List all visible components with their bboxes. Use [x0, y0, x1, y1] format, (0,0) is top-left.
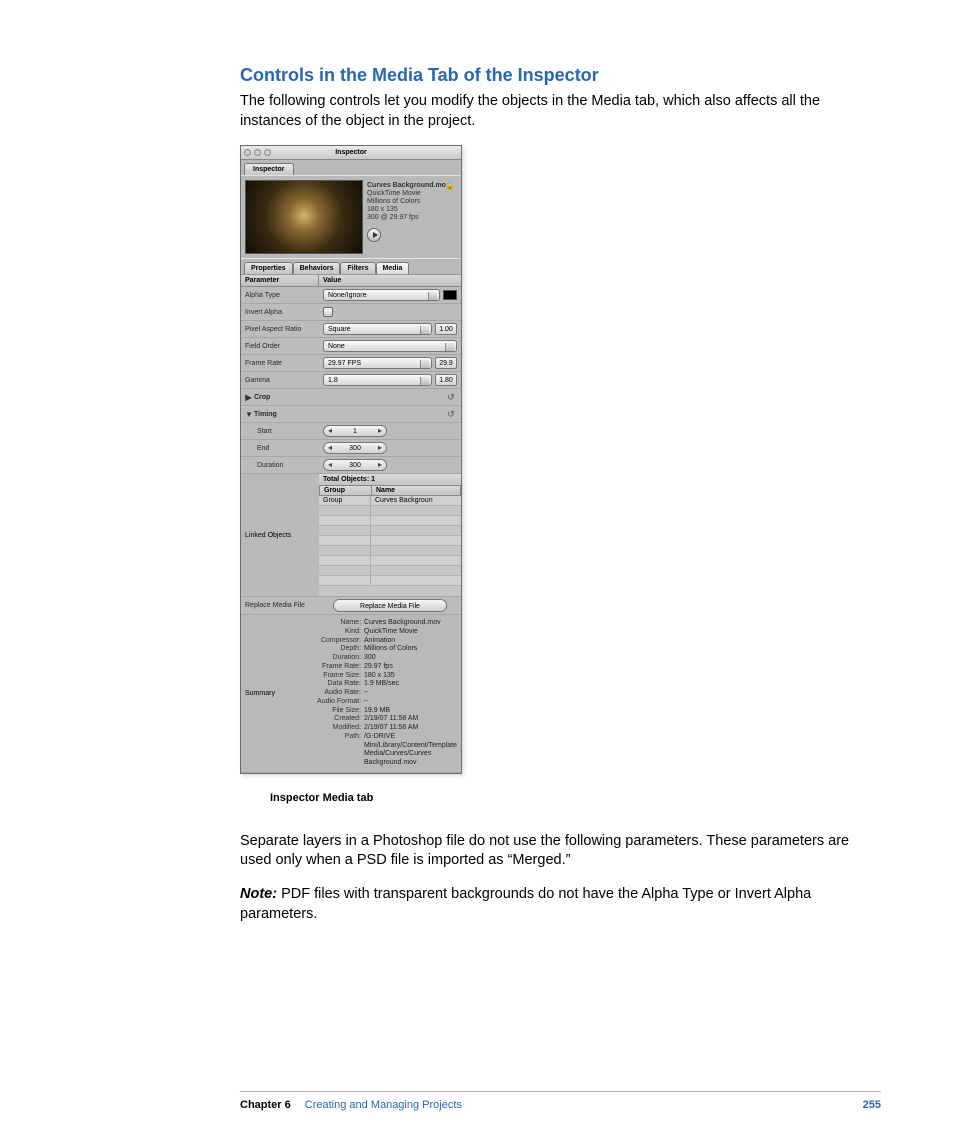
frame-rate-select[interactable]: 29.97 FPS — [323, 357, 432, 369]
inspector-screenshot: Inspector Inspector 🔒 Curves Background.… — [240, 145, 462, 774]
linked-total: Total Objects: 1 — [319, 474, 461, 486]
row-summary: Summary Name:Curves Background.mov Kind:… — [241, 615, 461, 773]
row-gamma: Gamma 1.8 1.80 — [241, 372, 461, 389]
row-duration: Duration ◂300▸ — [241, 457, 461, 474]
section-heading: Controls in the Media Tab of the Inspect… — [240, 65, 881, 86]
row-frame-rate: Frame Rate 29.97 FPS 29.9 — [241, 355, 461, 372]
row-start: Start ◂1▸ — [241, 423, 461, 440]
footer-page-number: 255 — [863, 1099, 881, 1111]
linked-col-name[interactable]: Name — [372, 486, 461, 496]
alpha-swatch[interactable] — [443, 290, 457, 300]
window-title: Inspector — [335, 149, 367, 156]
start-stepper[interactable]: ◂1▸ — [323, 425, 387, 437]
timing-reset-icon[interactable]: ↺ — [447, 409, 457, 420]
row-invert-alpha: Invert Alpha — [241, 304, 461, 321]
intro-paragraph: The following controls let you modify th… — [240, 92, 881, 131]
row-field-order: Field Order None — [241, 338, 461, 355]
figure-caption: Inspector Media tab — [270, 792, 881, 804]
footer-chapter: Chapter 6 — [240, 1099, 291, 1111]
row-end: End ◂300▸ — [241, 440, 461, 457]
field-order-select[interactable]: None — [323, 340, 457, 352]
tab-behaviors[interactable]: Behaviors — [293, 262, 341, 274]
lock-icon[interactable]: 🔒 — [445, 181, 455, 190]
invert-alpha-checkbox[interactable] — [323, 307, 333, 317]
duration-stepper[interactable]: ◂300▸ — [323, 459, 387, 471]
row-timing: ▼Timing ↺ — [241, 406, 461, 423]
linked-table: Group Name — [319, 486, 461, 496]
row-alpha-type: Alpha Type None/Ignore — [241, 287, 461, 304]
linked-row[interactable]: Group Curves Backgroun — [319, 496, 461, 506]
paragraph-psd: Separate layers in a Photoshop file do n… — [240, 832, 881, 871]
tab-media[interactable]: Media — [376, 262, 410, 274]
gamma-num[interactable]: 1.80 — [435, 374, 457, 386]
end-stepper[interactable]: ◂300▸ — [323, 442, 387, 454]
alpha-type-select[interactable]: None/Ignore — [323, 289, 440, 301]
window-controls[interactable] — [244, 149, 271, 156]
timing-disclosure-icon[interactable]: ▼ — [245, 410, 252, 419]
page-footer: Chapter 6 Creating and Managing Projects… — [240, 1091, 881, 1111]
tab-inspector[interactable]: Inspector — [244, 163, 294, 175]
inspector-titlebar[interactable]: Inspector — [241, 146, 461, 160]
row-linked-objects: Linked Objects Total Objects: 1 Group Na… — [241, 474, 461, 597]
row-crop: ▶Crop ↺ — [241, 389, 461, 406]
row-replace-media: Replace Media File Replace Media File — [241, 597, 461, 615]
summary-kv: Name:Curves Background.mov Kind:QuickTim… — [304, 615, 461, 772]
footer-chapter-title: Creating and Managing Projects — [305, 1099, 462, 1111]
crop-reset-icon[interactable]: ↺ — [447, 392, 457, 403]
crop-disclosure-icon[interactable]: ▶ — [245, 393, 252, 402]
linked-col-group[interactable]: Group — [320, 486, 372, 496]
media-meta: 🔒 Curves Background.mo QuickTime Movie M… — [363, 180, 457, 254]
play-button[interactable] — [367, 228, 381, 242]
pixel-aspect-num[interactable]: 1.00 — [435, 323, 457, 335]
note-body: PDF files with transparent backgrounds d… — [240, 886, 811, 922]
tab-filters[interactable]: Filters — [340, 262, 375, 274]
tab-properties[interactable]: Properties — [244, 262, 293, 274]
row-pixel-aspect: Pixel Aspect Ratio Square 1.00 — [241, 321, 461, 338]
note-label: Note: — [240, 886, 277, 902]
pixel-aspect-select[interactable]: Square — [323, 323, 432, 335]
replace-media-button[interactable]: Replace Media File — [333, 599, 447, 612]
media-name: Curves Background.mo — [367, 182, 453, 189]
frame-rate-num[interactable]: 29.9 — [435, 357, 457, 369]
media-thumbnail — [245, 180, 363, 254]
param-header: Parameter Value — [241, 274, 461, 287]
gamma-select[interactable]: 1.8 — [323, 374, 432, 386]
paragraph-note: Note: PDF files with transparent backgro… — [240, 885, 881, 924]
